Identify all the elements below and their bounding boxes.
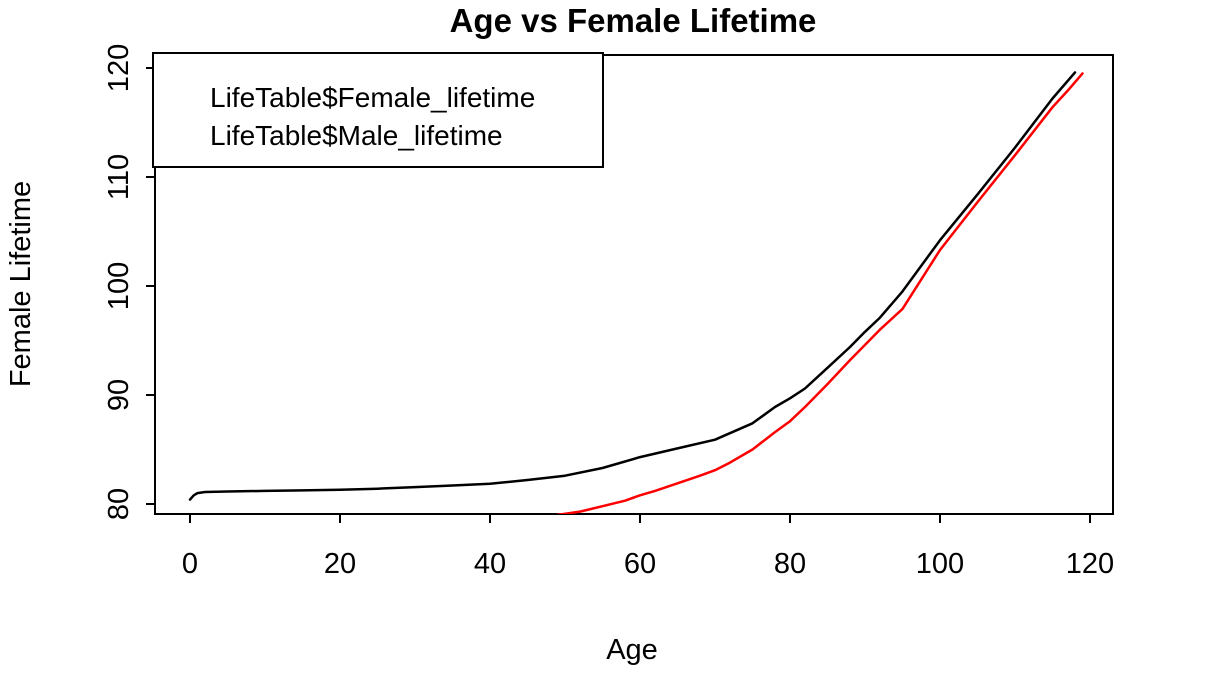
x-axis-ticks: 0 20 40 60 80 100 120 bbox=[182, 514, 1114, 580]
x-tick-label: 40 bbox=[474, 548, 506, 580]
plot-area-border bbox=[154, 54, 1114, 515]
y-tick-label: 80 bbox=[103, 488, 135, 520]
y-tick-label: 100 bbox=[103, 262, 135, 310]
x-tick-label: 80 bbox=[774, 548, 806, 580]
y-axis-ticks: 80 90 100 110 120 bbox=[103, 44, 155, 520]
data-curves bbox=[188, 71, 1084, 514]
y-tick-label: 110 bbox=[103, 154, 135, 200]
legend-entry-female: LifeTable$Female_lifetime bbox=[210, 82, 535, 113]
curve-female-lifetime bbox=[188, 71, 1077, 501]
curve-male-lifetime bbox=[556, 72, 1084, 514]
x-tick-label: 100 bbox=[916, 548, 964, 580]
legend-entry-male: LifeTable$Male_lifetime bbox=[210, 120, 503, 151]
x-axis-title: Age bbox=[606, 634, 658, 666]
y-tick-label: 120 bbox=[103, 44, 135, 92]
y-tick-label: 90 bbox=[103, 379, 135, 411]
legend: LifeTable$Female_lifetime LifeTable$Male… bbox=[152, 52, 604, 168]
x-tick-label: 0 bbox=[182, 548, 198, 580]
x-tick-label: 60 bbox=[624, 548, 656, 580]
x-tick-label: 20 bbox=[324, 548, 356, 580]
x-tick-label: 120 bbox=[1066, 548, 1114, 580]
y-axis-title: Female Lifetime bbox=[5, 181, 37, 387]
legend-box bbox=[152, 52, 604, 168]
chart-title: Age vs Female Lifetime bbox=[450, 2, 817, 39]
